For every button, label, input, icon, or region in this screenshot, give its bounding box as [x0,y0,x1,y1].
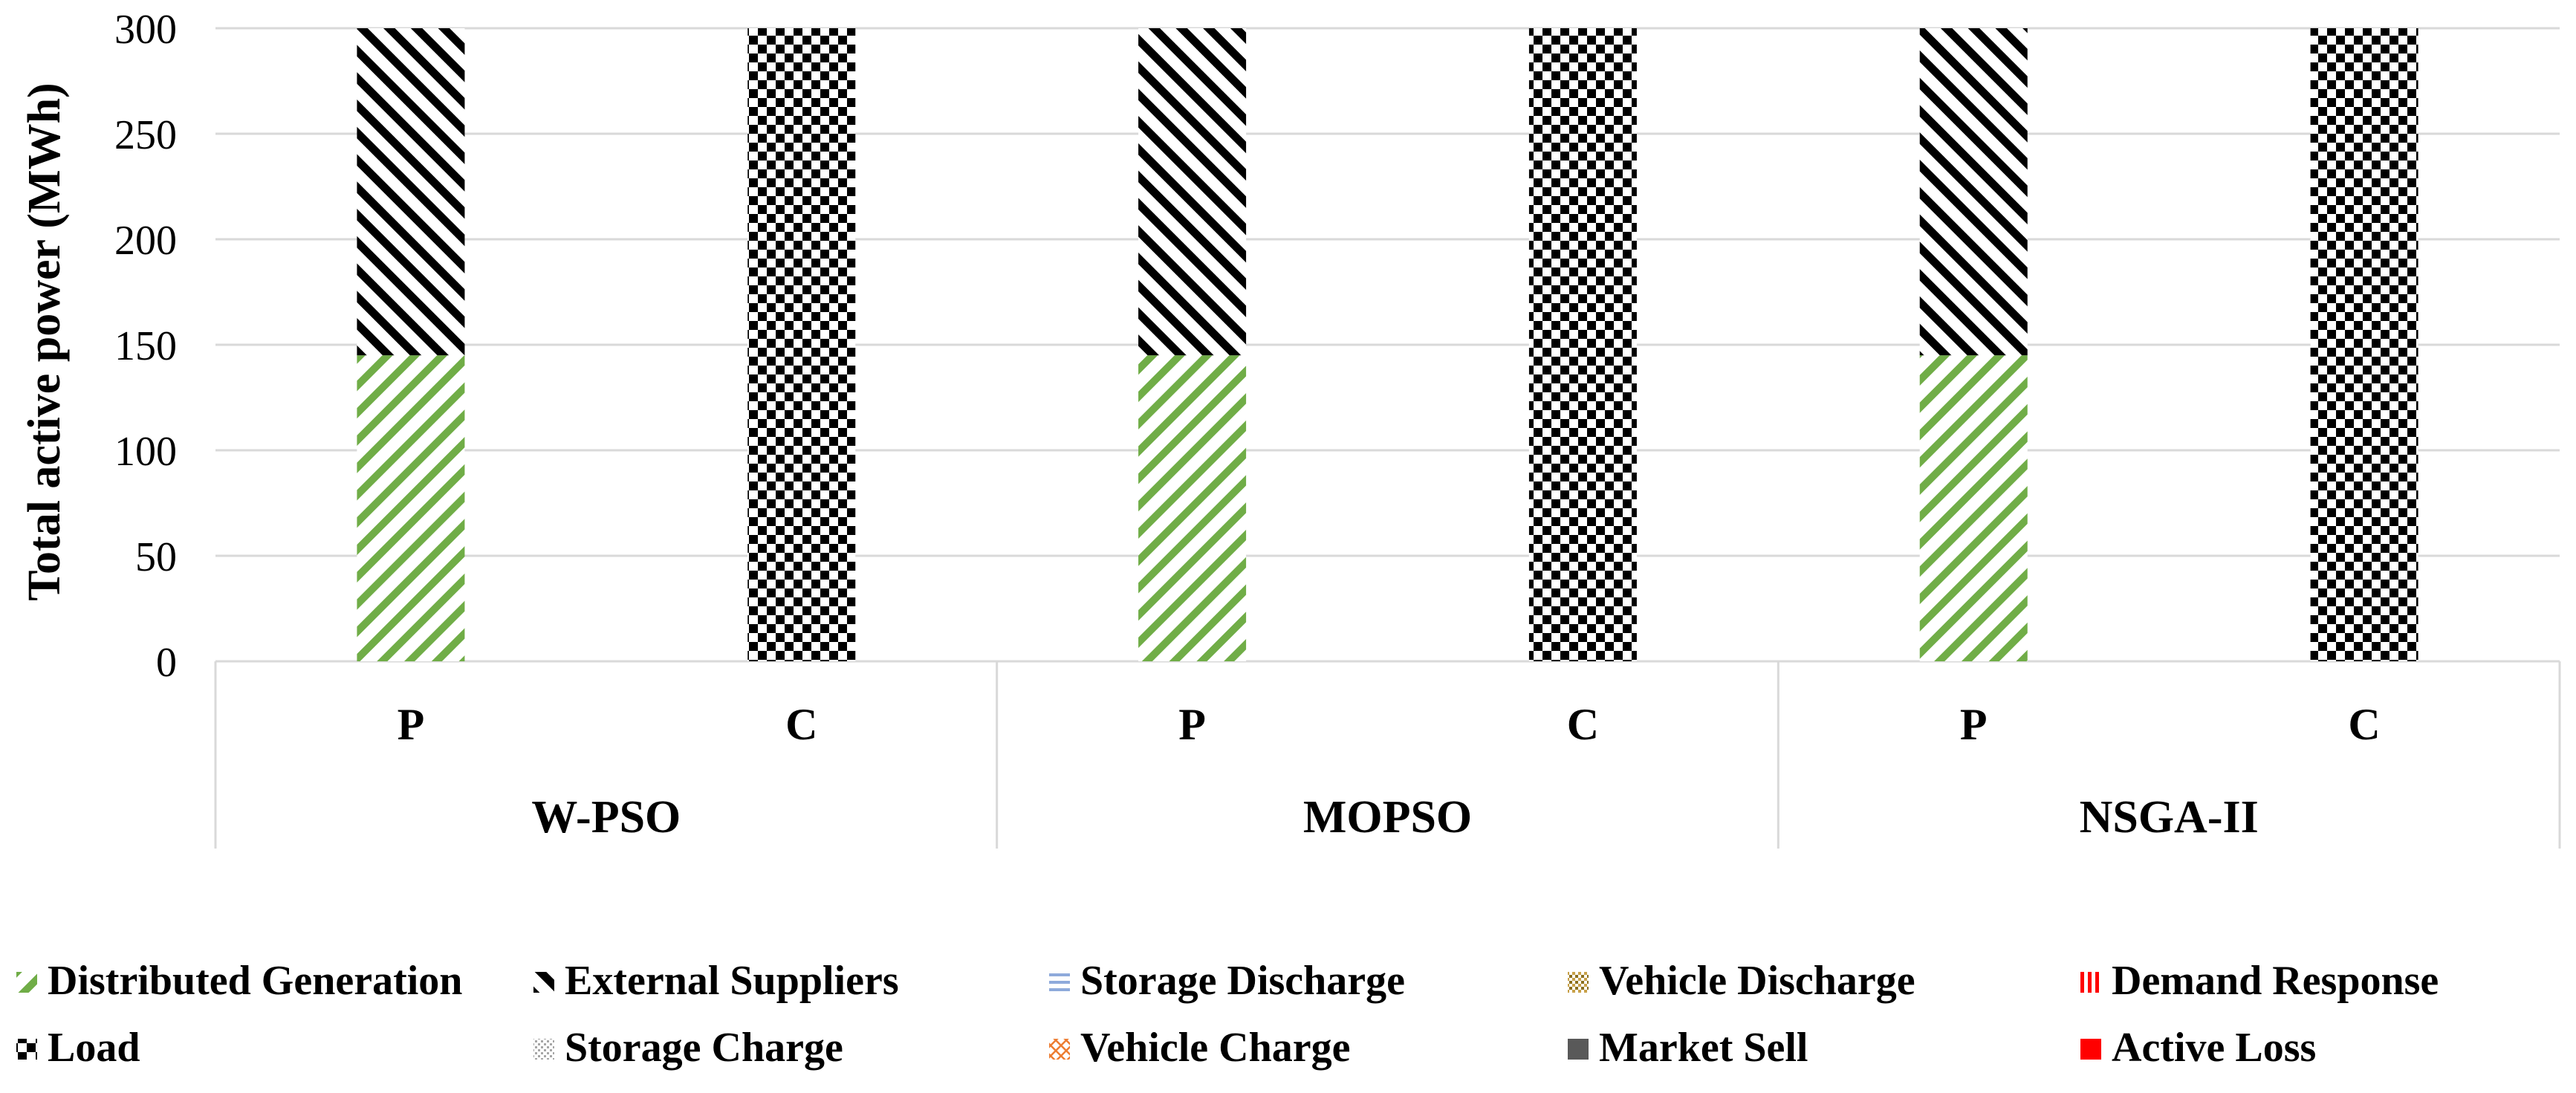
y-tick-label: 50 [135,534,177,580]
bars [357,28,2418,661]
y-tick-label: 250 [114,112,177,158]
legend: Distributed Generation External Suppliers… [16,958,2439,1071]
group-label: NSGA-II [2080,792,2259,843]
legend-label: Market Sell [1599,1025,1808,1071]
bar-segment-load [747,28,856,661]
bar-segment-external-suppliers [1138,28,1247,356]
legend-label: Vehicle Discharge [1599,958,1915,1004]
x-tick-label: C [785,700,817,749]
x-tick-label: C [2348,700,2380,749]
legend-swatch [16,1039,37,1060]
legend-label: Load [48,1025,140,1071]
y-tick-label: 0 [156,640,177,686]
legend-label: Vehicle Charge [1080,1025,1350,1071]
y-axis-label: Total active power (MWh) [19,82,70,600]
bar-segment-load [2310,28,2418,661]
legend-swatch [16,972,37,993]
bar-segment-distributed-generation [357,355,465,661]
legend-swatch [533,1039,554,1060]
bar-segment-external-suppliers [1919,28,2028,356]
y-tick-label: 300 [114,7,177,53]
axes: 0 50 100 150 200 250 300 [114,7,2561,849]
legend-swatch [2080,1039,2101,1060]
legend-label: Storage Discharge [1080,958,1405,1004]
legend-swatch [1049,1039,1070,1060]
x-tick-label: P [1178,700,1206,749]
legend-label: Storage Charge [565,1025,843,1071]
legend-label: Active Loss [2112,1025,2316,1071]
legend-label: External Suppliers [565,958,899,1004]
x-tick-label: P [1960,700,1988,749]
group-label: W-PSO [531,792,681,843]
y-tick-label: 100 [114,429,177,475]
legend-label: Demand Response [2112,958,2439,1004]
y-tick-label: 200 [114,218,177,264]
bar-segment-distributed-generation [1138,355,1247,661]
y-tick-label: 150 [114,323,177,369]
legend-swatch [1568,972,1589,993]
legend-swatch [2080,972,2101,993]
legend-label: Distributed Generation [48,958,462,1004]
category-labels: P C W-PSO P C MOPSO P C NSGA-II [398,700,2381,843]
x-tick-label: C [1567,700,1599,749]
legend-swatch [1568,1039,1589,1060]
group-label: MOPSO [1303,792,1472,843]
bar-segment-distributed-generation [1919,355,2028,661]
x-tick-label: P [398,700,425,749]
gridlines [215,27,2560,557]
legend-swatch [1049,972,1070,993]
bar-segment-external-suppliers [357,28,465,356]
legend-swatch [533,972,554,993]
bar-segment-load [1528,28,1637,661]
